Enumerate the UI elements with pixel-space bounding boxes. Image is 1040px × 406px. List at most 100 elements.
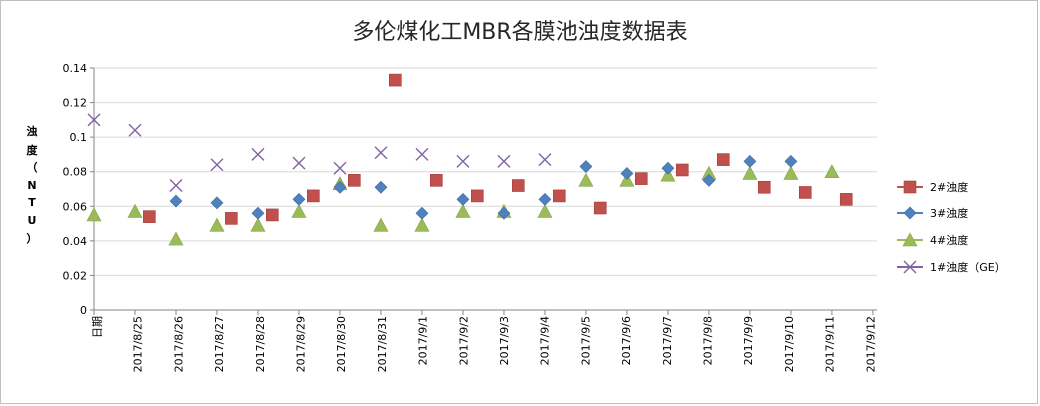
y-axis-label-char: 度 (27, 143, 39, 157)
data-point (333, 161, 347, 175)
x-tick-label: 日期 (91, 316, 104, 338)
x-tick-label: 2017/9/5 (579, 316, 592, 365)
data-point (784, 154, 798, 168)
x-tick-label: 2017/9/1 (417, 316, 430, 365)
data-point (87, 113, 101, 127)
y-axis-label: 浊度 （ NTU ） (27, 124, 39, 245)
data-point (511, 179, 525, 192)
data-point (291, 203, 307, 218)
data-point (389, 73, 402, 87)
legend-marker (903, 260, 917, 274)
legend-item: 2#浊度 (897, 180, 968, 194)
data-point (578, 172, 594, 187)
legend-label: 1#浊度（GE） (930, 260, 1006, 274)
y-axis-label-char: 浊 (27, 124, 38, 138)
legend-item: 4#浊度 (897, 232, 968, 247)
legend: 2#浊度 3#浊度 4#浊度 1#浊度（GE） (897, 180, 1006, 274)
data-point (702, 173, 716, 187)
data-point (620, 167, 634, 180)
legend-marker (903, 206, 917, 220)
legend-item: 3#浊度 (897, 206, 968, 220)
y-tick-label: 0.02 (63, 269, 88, 282)
x-tick-label: 2017/8/27 (213, 316, 226, 372)
legend-marker (903, 180, 917, 194)
chart-title: 多伦煤化工MBR各膜池浊度数据表 (352, 20, 687, 45)
x-tick-label: 2017/9/3 (498, 316, 511, 365)
data-point (292, 192, 306, 206)
data-point (169, 194, 183, 208)
data-point (743, 154, 757, 168)
data-point (675, 163, 689, 177)
y-tick-label: 0.06 (63, 200, 88, 213)
y-tick-label: 0.04 (63, 235, 88, 248)
x-tick-label: 2017/8/25 (132, 316, 145, 372)
legend-marker (902, 232, 918, 247)
legend-label: 4#浊度 (930, 233, 968, 247)
data-point (374, 146, 388, 160)
data-point (430, 174, 443, 187)
x-tick-label: 2017/9/9 (742, 316, 755, 365)
data-point (292, 156, 306, 170)
y-tick-label: 0.14 (63, 62, 88, 75)
data-point (348, 174, 361, 187)
data-point (415, 147, 429, 161)
legend-label: 3#浊度 (930, 206, 968, 220)
plot-marks (86, 73, 853, 246)
y-axis-label-char: （ (27, 161, 38, 174)
data-point (579, 160, 593, 173)
data-point (497, 206, 511, 220)
y-tick-labels: 0 0.02 0.04 0.06 0.08 0.1 0.12 0.14 (63, 62, 88, 317)
x-tick-label: 2017/8/31 (376, 316, 389, 372)
data-point (210, 196, 224, 210)
data-point (455, 203, 471, 218)
data-point (839, 193, 853, 206)
data-point (168, 231, 184, 246)
data-point (374, 180, 388, 194)
x-tick-label: 2017/8/30 (335, 316, 348, 372)
x-tick-label: 2017/9/4 (539, 316, 552, 365)
data-point (497, 154, 511, 168)
x-tick-label: 2017/9/6 (620, 316, 633, 365)
y-axis-label-char: T (28, 196, 36, 209)
x-tick-label: 2017/9/8 (702, 316, 715, 365)
gridlines (94, 67, 877, 276)
data-point (716, 153, 730, 166)
data-point (798, 186, 812, 199)
x-tick-label: 2017/9/7 (661, 316, 674, 365)
data-point (210, 158, 224, 172)
data-point (225, 212, 238, 225)
y-tick-label: 0.12 (63, 97, 88, 110)
data-point (456, 154, 470, 168)
data-point (250, 217, 266, 232)
data-point (209, 217, 225, 232)
data-point (783, 165, 799, 180)
x-tick-labels: 日期 2017/8/25 2017/8/26 2017/8/27 2017/8/28 20… (91, 316, 877, 372)
data-point (86, 207, 102, 222)
data-point (538, 153, 552, 167)
x-tick-label: 2017/9/2 (457, 316, 470, 365)
legend-label: 2#浊度 (930, 180, 968, 194)
x-tick-label: 2017/8/29 (295, 316, 308, 372)
y-axis-label-char: N (27, 179, 36, 192)
x-tick-label: 2017/9/12 (864, 316, 877, 372)
y-tick-label: 0 (80, 304, 87, 317)
x-tick-label: 2017/8/26 (172, 316, 185, 372)
y-tick-label: 0.08 (63, 166, 88, 179)
data-point (661, 161, 675, 175)
x-tick-label: 2017/9/10 (783, 316, 796, 372)
x-tick-label: 2017/8/28 (254, 316, 267, 372)
series-2 (169, 154, 798, 220)
data-point (128, 123, 142, 137)
data-point (456, 192, 470, 206)
data-point (143, 210, 156, 223)
data-point (415, 206, 429, 220)
data-point (251, 147, 265, 161)
data-point (537, 203, 553, 218)
data-point (593, 201, 607, 215)
data-point (251, 206, 265, 220)
y-axis-label-char: U (28, 214, 37, 227)
data-point (757, 180, 771, 194)
data-point (742, 165, 758, 180)
data-point (333, 180, 347, 194)
